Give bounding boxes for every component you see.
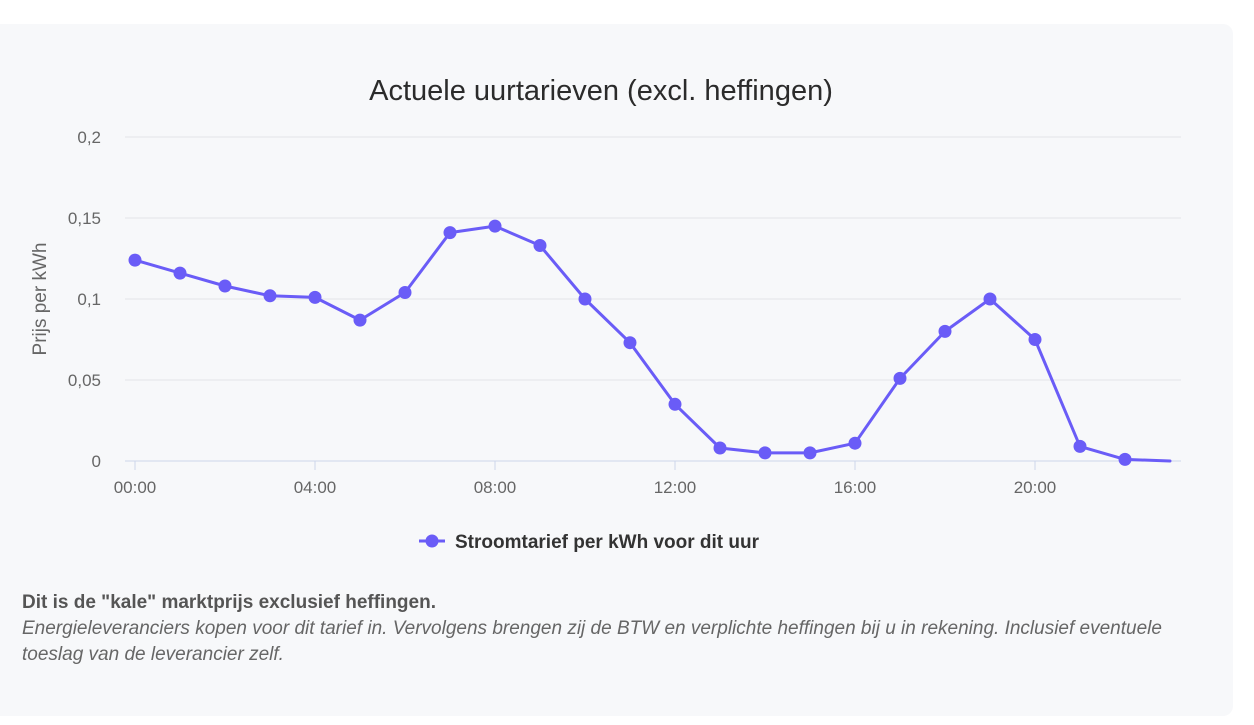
price-chart: Actuele uurtarieven (excl. heffingen) 00… <box>30 75 1181 553</box>
data-point[interactable] <box>128 253 142 267</box>
x-tick-label: 04:00 <box>294 478 337 497</box>
data-point[interactable] <box>488 219 502 233</box>
y-axis-title: Prijs per kWh <box>30 243 51 356</box>
data-point[interactable] <box>578 292 592 306</box>
note-body: Energieleveranciers kopen voor dit tarie… <box>22 618 1162 665</box>
y-tick-label: 0,2 <box>77 128 101 147</box>
x-axis: 00:00 04:00 08:00 12:00 16:00 20:00 <box>114 460 1181 497</box>
note-heading: Dit is de "kale" marktprijs exclusief he… <box>22 592 436 613</box>
grid-lines <box>125 136 1181 381</box>
x-tick-label: 12:00 <box>654 478 697 497</box>
data-point[interactable] <box>173 266 187 280</box>
series-group <box>128 219 1172 466</box>
data-point[interactable] <box>398 286 412 299</box>
data-point[interactable] <box>443 226 457 240</box>
y-axis-ticks: 0 0,05 0,1 0,15 0,2 <box>68 128 101 471</box>
data-point[interactable] <box>938 324 952 338</box>
data-point[interactable] <box>1073 439 1087 453</box>
chart-title: Actuele uurtarieven (excl. heffingen) <box>369 75 833 107</box>
x-tick-label: 20:00 <box>1014 478 1057 497</box>
data-point[interactable] <box>713 441 727 455</box>
x-tick-label: 16:00 <box>834 478 877 497</box>
x-tick-label: 00:00 <box>114 478 157 497</box>
legend-label: Stroomtarief per kWh voor dit uur <box>455 532 760 553</box>
data-point[interactable] <box>533 239 547 252</box>
data-point[interactable] <box>983 292 997 306</box>
data-point[interactable] <box>848 436 862 450</box>
y-tick-label: 0,1 <box>77 290 101 309</box>
data-point[interactable] <box>353 313 367 327</box>
data-point[interactable] <box>308 290 322 304</box>
data-point[interactable] <box>1118 452 1132 466</box>
legend-dot-marker <box>425 534 439 548</box>
x-tick-label: 08:00 <box>474 478 517 497</box>
series-line <box>133 224 1172 463</box>
y-tick-label: 0,05 <box>68 371 101 390</box>
data-point[interactable] <box>1028 333 1042 346</box>
y-tick-label: 0,15 <box>68 209 101 228</box>
legend[interactable]: Stroomtarief per kWh voor dit uur <box>419 532 760 553</box>
y-tick-label: 0 <box>92 452 101 471</box>
data-point[interactable] <box>623 336 637 350</box>
data-point[interactable] <box>758 446 772 460</box>
data-point[interactable] <box>218 279 232 293</box>
data-point[interactable] <box>893 371 907 385</box>
data-point[interactable] <box>803 446 817 460</box>
data-point[interactable] <box>668 397 682 411</box>
price-note: Dit is de "kale" marktprijs exclusief he… <box>22 590 1212 668</box>
data-point[interactable] <box>263 289 277 303</box>
